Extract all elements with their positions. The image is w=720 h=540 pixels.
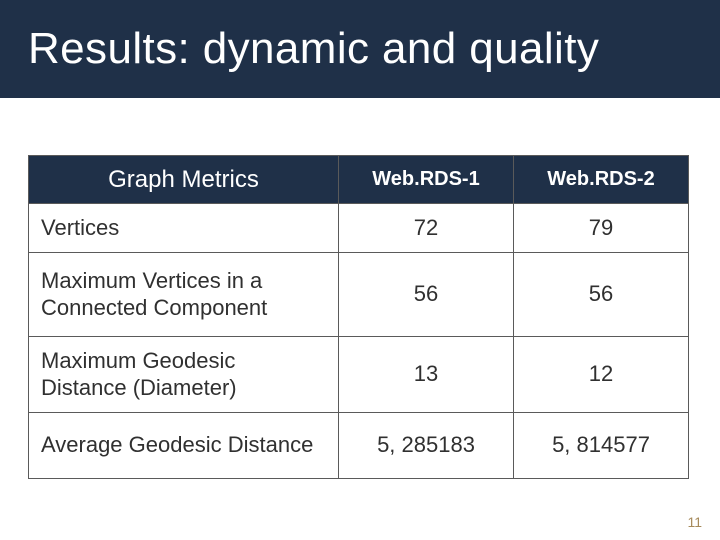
col-header-rds1: Web.RDS-1 [339,156,514,204]
metric-value: 56 [514,252,689,336]
col-header-rds2: Web.RDS-2 [514,156,689,204]
metric-value: 5, 814577 [514,412,689,478]
metric-value: 5, 285183 [339,412,514,478]
metric-value: 79 [514,204,689,253]
metric-label: Maximum Geodesic Distance (Diameter) [29,336,339,412]
metric-label: Average Geodesic Distance [29,412,339,478]
metric-value: 12 [514,336,689,412]
metric-value: 56 [339,252,514,336]
metrics-table-container: Graph Metrics Web.RDS-1 Web.RDS-2 Vertic… [28,155,688,479]
slide-title: Results: dynamic and quality [28,24,599,74]
slide-title-bar: Results: dynamic and quality [0,0,720,98]
table-header-row: Graph Metrics Web.RDS-1 Web.RDS-2 [29,156,689,204]
metric-label: Vertices [29,204,339,253]
metrics-table: Graph Metrics Web.RDS-1 Web.RDS-2 Vertic… [28,155,689,479]
metric-value: 72 [339,204,514,253]
table-row: Average Geodesic Distance 5, 285183 5, 8… [29,412,689,478]
metric-label: Maximum Vertices in a Connected Componen… [29,252,339,336]
col-header-metrics: Graph Metrics [29,156,339,204]
table-row: Vertices 72 79 [29,204,689,253]
slide-number: 11 [687,514,702,530]
metric-value: 13 [339,336,514,412]
table-row: Maximum Vertices in a Connected Componen… [29,252,689,336]
table-row: Maximum Geodesic Distance (Diameter) 13 … [29,336,689,412]
